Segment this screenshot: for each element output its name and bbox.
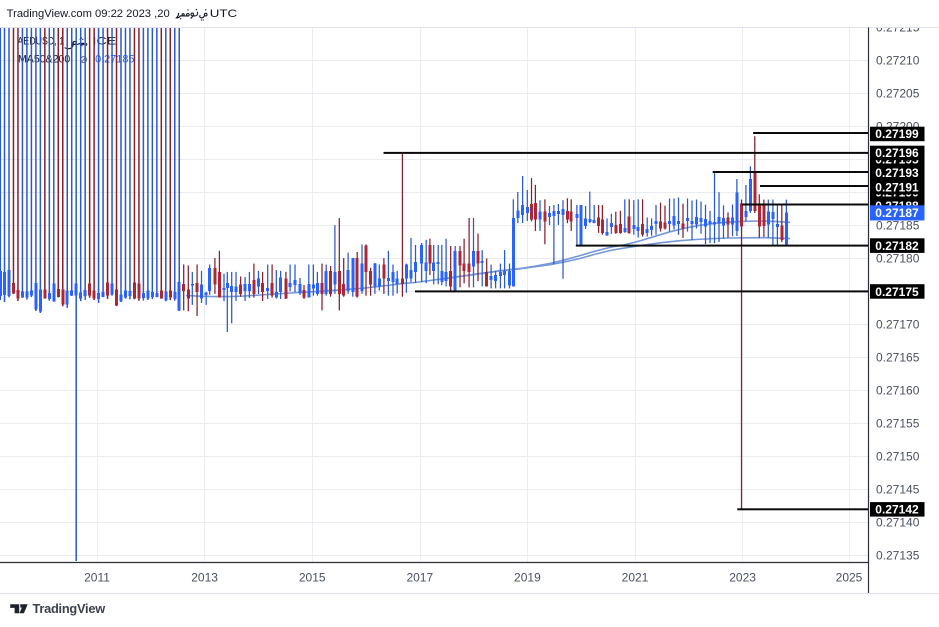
svg-text:0.27215: 0.27215: [876, 21, 920, 35]
svg-text:2025: 2025: [836, 571, 863, 585]
svg-text:2015: 2015: [299, 571, 326, 585]
svg-text:2023: 2023: [729, 571, 756, 585]
svg-text:TradingView: TradingView: [33, 601, 106, 616]
svg-text:UTC: UTC: [210, 8, 237, 20]
svg-text:0.27175: 0.27175: [875, 285, 919, 299]
svg-text:0.27165: 0.27165: [876, 351, 920, 365]
svg-text:0.27160: 0.27160: [876, 384, 920, 398]
svg-text:0.27155: 0.27155: [876, 417, 920, 431]
svg-text:0.27191: 0.27191: [875, 180, 919, 194]
svg-text:2021: 2021: [622, 571, 649, 585]
svg-text:2011: 2011: [84, 571, 110, 585]
svg-text:0.27142: 0.27142: [875, 503, 919, 517]
svg-text:0.27135: 0.27135: [876, 549, 920, 563]
svg-text:0.27140: 0.27140: [876, 516, 920, 530]
svg-text:2017: 2017: [406, 571, 433, 585]
svg-text:2019: 2019: [514, 571, 541, 585]
svg-text:0.27150: 0.27150: [876, 450, 920, 464]
svg-text:0.27199: 0.27199: [875, 127, 919, 141]
svg-text:TradingView.com 09:22 2023 ,20: TradingView.com 09:22 2023 ,20: [7, 8, 170, 20]
svg-text:0.27145: 0.27145: [876, 483, 920, 497]
svg-text:0.27185: 0.27185: [876, 219, 920, 233]
svg-text:0.27170: 0.27170: [876, 318, 920, 332]
svg-text:0.27196: 0.27196: [875, 146, 919, 160]
svg-text:0.27180: 0.27180: [876, 252, 920, 266]
svg-text:0.27193: 0.27193: [875, 166, 919, 180]
svg-text:0.27210: 0.27210: [876, 54, 920, 68]
svg-text:0.27187: 0.27187: [875, 206, 919, 220]
svg-text:0.27185: 0.27185: [95, 53, 134, 65]
svg-text:2013: 2013: [191, 571, 218, 585]
svg-text:0.27182: 0.27182: [875, 239, 919, 253]
svg-text:0.27205: 0.27205: [876, 87, 920, 101]
